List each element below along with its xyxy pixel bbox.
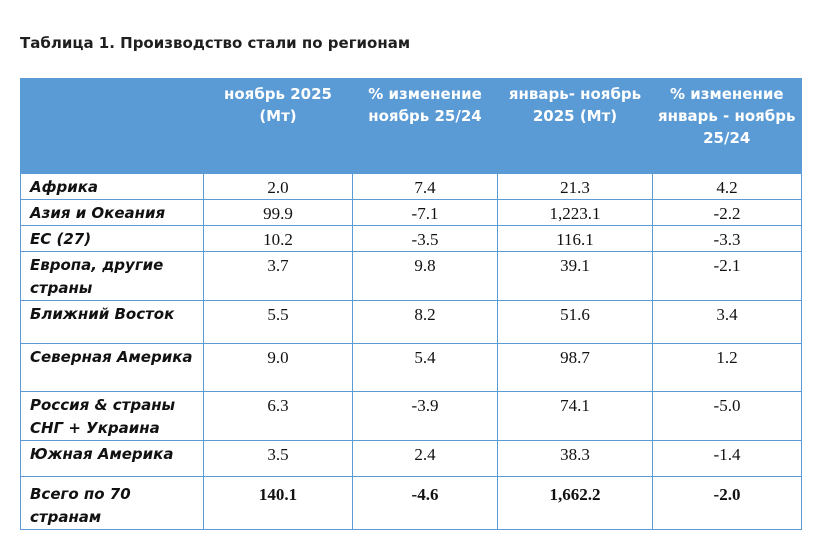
table-row: Африка 2.0 7.4 21.3 4.2 xyxy=(20,173,802,200)
cell-nov: 6.3 xyxy=(203,391,353,441)
cell-ytd-pct: -5.0 xyxy=(652,391,802,441)
table-title: Таблица 1. Производство стали по региона… xyxy=(20,34,411,52)
table-row: Ближний Восток 5.5 8.2 51.6 3.4 xyxy=(20,300,802,344)
table-row: Россия & страны СНГ + Украина 6.3 -3.9 7… xyxy=(20,391,802,441)
row-region: Африка xyxy=(20,173,204,200)
row-region: Ближний Восток xyxy=(20,300,204,344)
row-region: Европа, другие страны xyxy=(20,251,204,301)
cell-ytd-pct: 1.2 xyxy=(652,343,802,392)
row-region: Южная Америка xyxy=(20,440,204,477)
cell-ytd-pct: -1.4 xyxy=(652,440,802,477)
cell-nov: 3.5 xyxy=(203,440,353,477)
cell-nov-pct: -3.9 xyxy=(352,391,498,441)
cell-ytd: 39.1 xyxy=(497,251,653,301)
row-region: Азия и Океания xyxy=(20,199,204,226)
cell-ytd: 38.3 xyxy=(497,440,653,477)
total-ytd: 1,662.2 xyxy=(497,476,653,530)
total-nov-pct: -4.6 xyxy=(352,476,498,530)
cell-nov: 3.7 xyxy=(203,251,353,301)
cell-ytd-pct: -3.3 xyxy=(652,225,802,252)
row-region: Северная Америка xyxy=(20,343,204,392)
total-row: Всего по 70 странам 140.1 -4.6 1,662.2 -… xyxy=(20,476,802,530)
cell-ytd-pct: -2.1 xyxy=(652,251,802,301)
cell-ytd: 1,223.1 xyxy=(497,199,653,226)
cell-nov: 2.0 xyxy=(203,173,353,200)
cell-ytd-pct: 3.4 xyxy=(652,300,802,344)
header-ytd-pct: % изменение январь - ноябрь 25/24 xyxy=(652,78,802,174)
cell-nov-pct: 7.4 xyxy=(352,173,498,200)
total-ytd-pct: -2.0 xyxy=(652,476,802,530)
cell-nov-pct: 5.4 xyxy=(352,343,498,392)
cell-ytd: 98.7 xyxy=(497,343,653,392)
cell-ytd: 21.3 xyxy=(497,173,653,200)
total-nov: 140.1 xyxy=(203,476,353,530)
table-row: Северная Америка 9.0 5.4 98.7 1.2 xyxy=(20,343,802,392)
cell-nov: 9.0 xyxy=(203,343,353,392)
cell-nov-pct: 2.4 xyxy=(352,440,498,477)
cell-ytd: 51.6 xyxy=(497,300,653,344)
cell-nov-pct: 8.2 xyxy=(352,300,498,344)
total-label: Всего по 70 странам xyxy=(20,476,204,530)
cell-nov-pct: 9.8 xyxy=(352,251,498,301)
cell-ytd: 116.1 xyxy=(497,225,653,252)
cell-ytd-pct: 4.2 xyxy=(652,173,802,200)
cell-nov-pct: -3.5 xyxy=(352,225,498,252)
table-row: Азия и Океания 99.9 -7.1 1,223.1 -2.2 xyxy=(20,199,802,226)
cell-nov-pct: -7.1 xyxy=(352,199,498,226)
row-region: ЕС (27) xyxy=(20,225,204,252)
cell-nov: 5.5 xyxy=(203,300,353,344)
header-region xyxy=(20,78,204,174)
header-row: ноябрь 2025 (Мт) % изменение ноябрь 25/2… xyxy=(20,78,802,174)
table-row: Южная Америка 3.5 2.4 38.3 -1.4 xyxy=(20,440,802,477)
header-ytd: январь- ноябрь 2025 (Мт) xyxy=(497,78,653,174)
cell-ytd-pct: -2.2 xyxy=(652,199,802,226)
table-row: ЕС (27) 10.2 -3.5 116.1 -3.3 xyxy=(20,225,802,252)
table-row: Европа, другие страны 3.7 9.8 39.1 -2.1 xyxy=(20,251,802,301)
cell-nov: 99.9 xyxy=(203,199,353,226)
steel-production-table: ноябрь 2025 (Мт) % изменение ноябрь 25/2… xyxy=(20,78,802,530)
cell-ytd: 74.1 xyxy=(497,391,653,441)
header-nov-pct: % изменение ноябрь 25/24 xyxy=(352,78,498,174)
header-nov: ноябрь 2025 (Мт) xyxy=(203,78,353,174)
cell-nov: 10.2 xyxy=(203,225,353,252)
row-region: Россия & страны СНГ + Украина xyxy=(20,391,204,441)
